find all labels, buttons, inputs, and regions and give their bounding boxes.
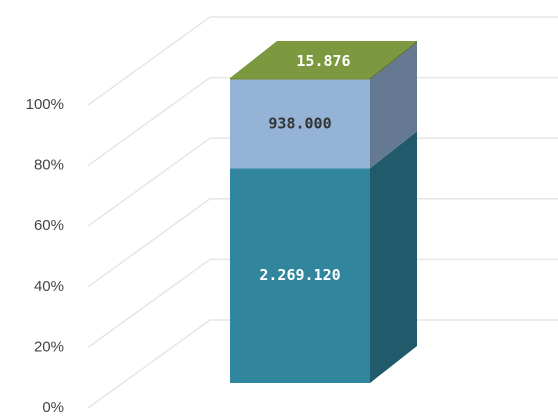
bar-side [370,131,417,383]
y-tick-label: 100% [26,96,64,113]
y-tick-label: 60% [34,217,64,234]
data-label: 15.876 [296,52,350,70]
y-tick-label: 0% [42,399,64,416]
bar-side [370,42,417,169]
y-tick-label: 20% [34,338,64,355]
bar-front [230,79,370,169]
grid-line [87,198,558,288]
y-tick-label: 80% [34,157,64,174]
y-tick-label: 40% [34,278,64,295]
grid-line [87,76,558,167]
bar-side [370,41,417,80]
data-label: 2.269.120 [259,266,340,284]
grid-line [87,16,558,106]
grid-line [87,319,558,409]
grid-line [87,258,558,349]
bar-front [230,78,370,80]
data-label: 938.000 [268,114,331,132]
bar-front [230,168,370,383]
grid-line [87,137,558,227]
bar-top [230,41,417,78]
